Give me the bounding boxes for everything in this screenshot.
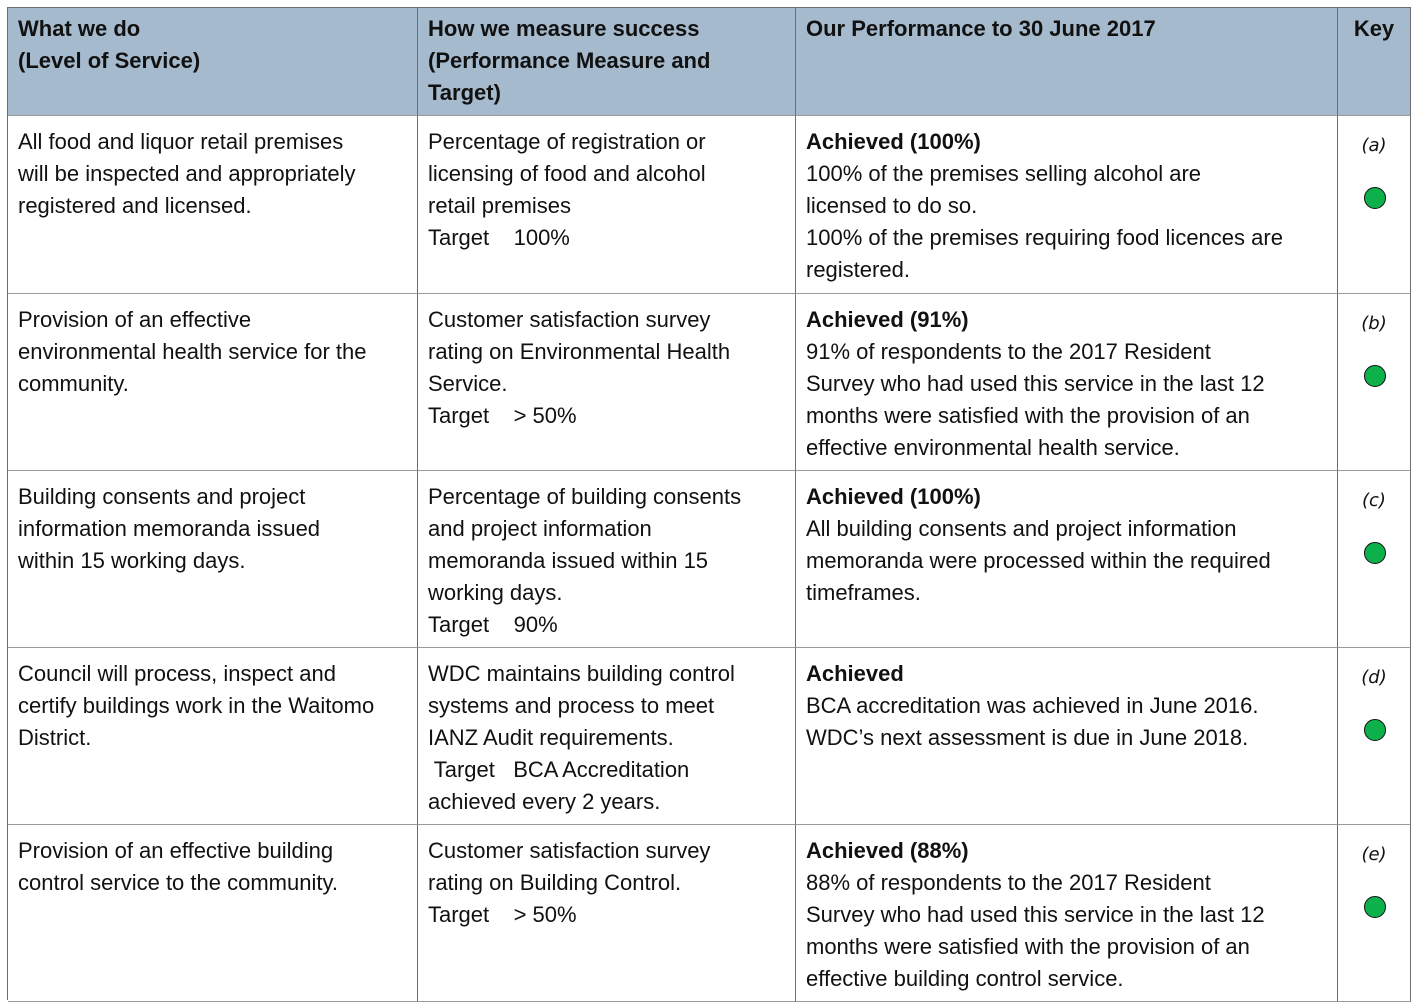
result-text: 100% of the premises requiring food lice… — [806, 225, 1283, 250]
measure-text: retail premises — [428, 193, 572, 218]
result-heading: Achieved (91%) — [806, 307, 969, 332]
service-text: Provision of an effective building — [18, 838, 334, 863]
header-text: Key — [1353, 16, 1395, 41]
measure-text: memoranda issued within 15 — [428, 548, 709, 573]
key-cell: (c) — [1338, 471, 1411, 648]
result-text: months were satisfied with the provision… — [806, 403, 1250, 428]
result-heading: Achieved — [806, 661, 904, 686]
measure-text: Target > 50% — [428, 902, 577, 927]
service-text: control service to the community. — [18, 870, 338, 895]
header-text: What we do — [18, 16, 141, 41]
result-text: registered. — [806, 257, 910, 282]
key-cell: (e) — [1338, 825, 1411, 1002]
key-cell: (b) — [1338, 294, 1411, 471]
result-text: licensed to do so. — [806, 193, 978, 218]
key-label: (a) — [1361, 135, 1387, 156]
measure-text: systems and process to meet — [428, 693, 715, 718]
measure-text: rating on Building Control. — [428, 870, 682, 895]
key-cell: (a) — [1338, 116, 1411, 294]
measure-cell: Customer satisfaction survey rating on En… — [418, 294, 796, 471]
performance-table: What we do (Level of Service) How we measu… — [7, 7, 1411, 1002]
result-text: 100% of the premises selling alcohol are — [806, 161, 1202, 186]
measure-text: Target 100% — [428, 225, 570, 250]
measure-text: working days. — [428, 580, 563, 605]
status-indicator — [1364, 542, 1386, 564]
result-text: effective building control service. — [806, 966, 1124, 991]
result-cell: Achieved BCA accreditation was achieved i… — [796, 648, 1338, 825]
service-text: information memoranda issued — [18, 516, 321, 541]
measure-text: Percentage of registration or — [428, 129, 706, 154]
service-cell: Building consents and project information… — [8, 471, 418, 648]
measure-text: achieved every 2 years. — [428, 789, 661, 814]
result-text: WDC’s next assessment is due in June 201… — [806, 725, 1249, 750]
result-text: timeframes. — [806, 580, 921, 605]
result-text: 91% of respondents to the 2017 Resident — [806, 339, 1211, 364]
result-text: BCA accreditation was achieved in June 2… — [806, 693, 1259, 718]
measure-text: and project information — [428, 516, 652, 541]
result-text: Survey who had used this service in the … — [806, 371, 1265, 396]
key-label: (c) — [1362, 490, 1386, 511]
result-heading: Achieved (88%) — [806, 838, 969, 863]
key-cell: (d) — [1338, 648, 1411, 825]
measure-text: Service. — [428, 371, 508, 396]
header-text: (Level of Service) — [18, 48, 201, 73]
result-cell: Achieved (100%) All building consents and… — [796, 471, 1338, 648]
service-cell: Provision of an effective environmental h… — [8, 294, 418, 471]
result-cell: Achieved (91%) 91% of respondents to the … — [796, 294, 1338, 471]
measure-text: WDC maintains building control — [428, 661, 735, 686]
result-text: Survey who had used this service in the … — [806, 902, 1265, 927]
result-text: months were satisfied with the provision… — [806, 934, 1250, 959]
result-cell: Achieved (88%) 88% of respondents to the … — [796, 825, 1338, 1002]
result-heading: Achieved (100%) — [806, 129, 981, 154]
header-text: Target) — [428, 80, 501, 105]
measure-text: rating on Environmental Health — [428, 339, 731, 364]
result-text: 88% of respondents to the 2017 Resident — [806, 870, 1211, 895]
header-text: (Performance Measure and — [428, 48, 711, 73]
header-cell: Key — [1338, 8, 1411, 116]
result-text: effective environmental health service. — [806, 435, 1180, 460]
measure-text: Customer satisfaction survey — [428, 307, 711, 332]
service-text: Council will process, inspect and — [18, 661, 336, 686]
service-text: registered and licensed. — [18, 193, 252, 218]
result-cell: Achieved (100%) 100% of the premises sell… — [796, 116, 1338, 294]
measure-cell: Percentage of registration or licensing o… — [418, 116, 796, 294]
status-indicator — [1364, 187, 1386, 209]
measure-text: Customer satisfaction survey — [428, 838, 711, 863]
measure-text: licensing of food and alcohol — [428, 161, 706, 186]
status-indicator — [1364, 896, 1386, 918]
service-text: All food and liquor retail premises — [18, 129, 344, 154]
service-text: will be inspected and appropriately — [18, 161, 356, 186]
service-text: community. — [18, 371, 129, 396]
service-text: Building consents and project — [18, 484, 306, 509]
header-cell: Our Performance to 30 June 2017 — [796, 8, 1338, 116]
header-cell: What we do (Level of Service) — [8, 8, 418, 116]
key-label: (b) — [1361, 313, 1387, 334]
measure-cell: Customer satisfaction survey rating on Bu… — [418, 825, 796, 1002]
measure-text: IANZ Audit requirements. — [428, 725, 674, 750]
service-cell: Provision of an effective building contro… — [8, 825, 418, 1002]
header-text: Our Performance to 30 June 2017 — [806, 16, 1156, 41]
key-label: (e) — [1361, 844, 1387, 865]
service-cell: Council will process, inspect and certify… — [8, 648, 418, 825]
status-indicator — [1364, 719, 1386, 741]
service-text: within 15 working days. — [18, 548, 246, 573]
service-text: Provision of an effective — [18, 307, 252, 332]
service-text: District. — [18, 725, 92, 750]
result-text: memoranda were processed within the requ… — [806, 548, 1271, 573]
service-text: certify buildings work in the Waitomo — [18, 693, 375, 718]
result-text: All building consents and project inform… — [806, 516, 1237, 541]
measure-text: Target 90% — [428, 612, 558, 637]
header-text: How we measure success — [428, 16, 700, 41]
service-cell: All food and liquor retail premises will … — [8, 116, 418, 294]
key-label: (d) — [1361, 667, 1387, 688]
measure-cell: Percentage of building consents and proje… — [418, 471, 796, 648]
measure-cell: WDC maintains building control systems an… — [418, 648, 796, 825]
result-heading: Achieved (100%) — [806, 484, 981, 509]
header-cell: How we measure success (Performance Measu… — [418, 8, 796, 116]
status-indicator — [1364, 365, 1386, 387]
measure-text: Target > 50% — [428, 403, 577, 428]
measure-text: Percentage of building consents — [428, 484, 742, 509]
measure-text: Target BCA Accreditation — [428, 757, 690, 782]
service-text: environmental health service for the — [18, 339, 367, 364]
